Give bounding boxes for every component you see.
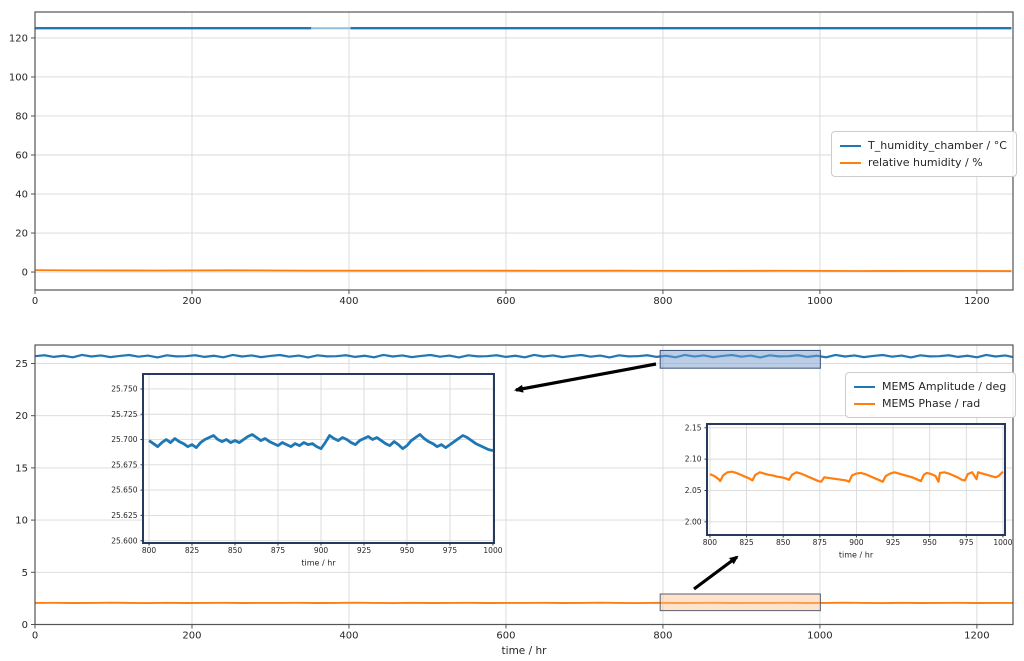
amplitude-line-swatch xyxy=(854,385,875,388)
tick-label-x: 975 xyxy=(443,546,458,555)
tick-label-y: 20 xyxy=(15,229,28,240)
tick-label-y: 25.625 xyxy=(111,511,137,520)
temperature-line-swatch xyxy=(840,144,861,147)
tick-label-x: 400 xyxy=(339,296,358,307)
tick-label-y: 2.05 xyxy=(685,486,702,495)
tick-label-x: 200 xyxy=(182,296,201,307)
tick-label-x: 400 xyxy=(339,631,358,642)
plot-frame xyxy=(34,344,1014,626)
tick-label-x: 950 xyxy=(400,546,415,555)
tick-label-x: 925 xyxy=(886,538,901,547)
tick-label-y: 0 xyxy=(22,268,28,279)
tick-label-y: 25 xyxy=(15,359,28,370)
tick-label-y: 2.00 xyxy=(685,517,702,526)
tick-label-x: 900 xyxy=(849,538,864,547)
tick-label-x: 1200 xyxy=(964,631,989,642)
tick-label-x: 0 xyxy=(32,296,38,307)
legend-entry: MEMS Amplitude / deg xyxy=(854,378,1006,395)
phase-line-swatch xyxy=(854,402,875,405)
tick-label-x: 800 xyxy=(653,631,672,642)
tick-label-x: 850 xyxy=(228,546,243,555)
humidity-line-swatch xyxy=(840,161,861,164)
x-axis-label: time / hr xyxy=(502,645,548,657)
tick-label-y: 0 xyxy=(22,620,28,631)
tick-label-x: 600 xyxy=(496,296,515,307)
tick-label-y: 25.750 xyxy=(111,385,137,394)
legend-label: T_humidity_chamber / °C xyxy=(868,139,1007,152)
series-line-mems-amplitude-deg xyxy=(34,353,1014,359)
tick-label-x: 1200 xyxy=(964,296,989,307)
tick-label-y: 40 xyxy=(15,190,28,201)
tick-label-y: 2.10 xyxy=(685,455,702,464)
tick-label-x: 875 xyxy=(271,546,286,555)
series-line-relative-humidity xyxy=(34,269,1012,272)
tick-label-y: 120 xyxy=(9,33,28,44)
legend-label: MEMS Phase / rad xyxy=(882,397,981,411)
tick-label-x: 875 xyxy=(813,538,828,547)
tick-label-y: 25.700 xyxy=(111,435,137,444)
chart-inset_amplitude: 800 825 850 875 900 925 950 975 1000 25.600 25.625… xyxy=(111,373,503,567)
series-line-mems-phase-rad-zoom xyxy=(709,470,1004,483)
legend-label: MEMS Amplitude / deg xyxy=(882,380,1007,393)
tick-label-x: 950 xyxy=(923,538,938,547)
series-line-mems-amplitude-deg-zoom xyxy=(148,433,494,453)
tick-label-x: 825 xyxy=(739,538,754,547)
tick-label-y: 25.725 xyxy=(111,410,137,419)
tick-label-y: 80 xyxy=(15,111,28,122)
tick-label-x: 800 xyxy=(703,538,718,547)
tick-label-x: 800 xyxy=(653,296,672,307)
tick-label-x: 825 xyxy=(185,546,200,555)
tick-label-y: 10 xyxy=(15,516,28,527)
x-axis-label: time / hr xyxy=(839,550,874,559)
tick-label-y: 2.15 xyxy=(685,423,702,432)
legend-entry: relative humidity / % xyxy=(840,154,1007,171)
tick-label-x: 600 xyxy=(496,631,515,642)
legend-bottom: MEMS Amplitude / deg MEMS Phase / rad xyxy=(845,372,1017,419)
tick-label-x: 850 xyxy=(776,538,791,547)
phase-zoom-region xyxy=(659,593,821,612)
plot-frame xyxy=(142,373,495,544)
tick-label-x: 925 xyxy=(357,546,372,555)
tick-label-y: 25.600 xyxy=(111,536,137,545)
legend-top: T_humidity_chamber / °C relative humidit… xyxy=(831,131,1017,178)
tick-label-x: 200 xyxy=(182,631,201,642)
plot-background xyxy=(143,374,494,543)
tick-label-y: 25.650 xyxy=(111,486,137,495)
tick-label-y: 60 xyxy=(15,150,28,161)
tick-label-x: 1000 xyxy=(807,296,832,307)
tick-label-x: 975 xyxy=(959,538,974,547)
tick-label-y: 15 xyxy=(15,463,28,474)
tick-label-x: 0 xyxy=(32,631,38,642)
legend-entry: T_humidity_chamber / °C xyxy=(840,137,1007,154)
amplitude-zoom-region xyxy=(659,349,821,369)
tick-label-y: 100 xyxy=(9,72,28,83)
tick-label-y: 20 xyxy=(15,411,28,422)
x-axis-label: time / hr xyxy=(301,558,336,567)
tick-label-x: 1000 xyxy=(807,631,832,642)
tick-label-y: 5 xyxy=(22,568,28,579)
chart-inset_phase: 800 825 850 875 900 925 950 975 1000 2.00 2.05 2.10… xyxy=(685,423,1013,559)
tick-label-x: 800 xyxy=(142,546,157,555)
zoom-annotation-arrow xyxy=(514,362,657,393)
tick-label-y: 25.675 xyxy=(111,460,137,469)
legend-label: relative humidity / % xyxy=(868,156,983,170)
tick-label-x: 1000 xyxy=(993,538,1012,547)
zoom-annotation-arrow xyxy=(693,555,739,591)
legend-entry: MEMS Phase / rad xyxy=(854,395,1006,412)
tick-label-x: 1000 xyxy=(483,546,502,555)
tick-label-x: 900 xyxy=(314,546,329,555)
